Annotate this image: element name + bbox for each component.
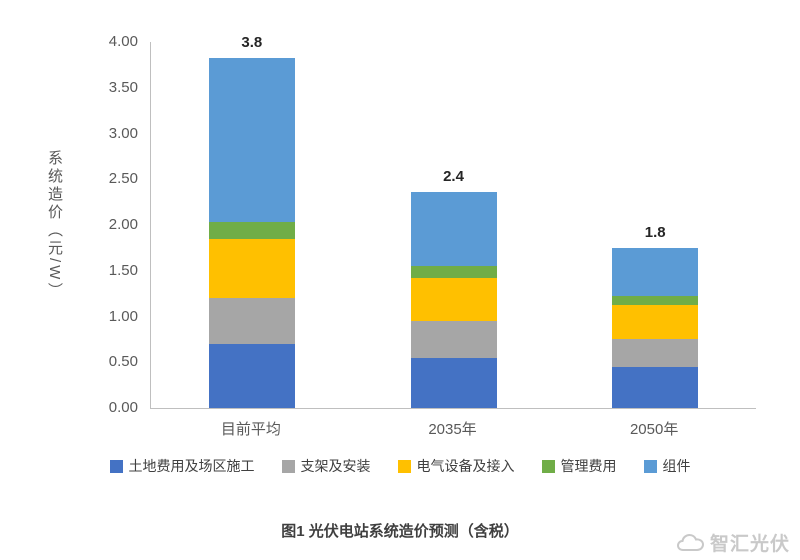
x-axis-category-label: 2050年: [629, 421, 679, 438]
y-tick-label: 2.00: [108, 216, 138, 233]
y-tick-label: 1.50: [108, 261, 138, 279]
legend-label: 管理费用: [560, 458, 617, 474]
legend-item: 电气设备及接入: [397, 456, 515, 476]
legend-item: 支架及安装: [281, 456, 371, 476]
bar-segment: [612, 304, 699, 340]
watermark: 智汇光伏: [676, 529, 790, 556]
y-tick-label: 4.00: [108, 33, 138, 50]
legend-item: 管理费用: [541, 456, 617, 476]
legend-swatch-icon: [109, 459, 123, 473]
legend-swatch-icon: [397, 459, 411, 473]
bar-segment: [410, 321, 497, 358]
stacked-bar: [208, 57, 295, 408]
legend-label: 组件: [662, 458, 691, 474]
bar-total-label: 2.4: [443, 168, 464, 186]
legend-item: 组件: [643, 456, 691, 476]
stacked-bar: [410, 192, 497, 408]
legend-swatch-icon: [541, 459, 555, 473]
bar-segment: [612, 366, 699, 408]
bar-total-label: 3.8: [241, 33, 263, 51]
legend-item: 土地费用及场区施工: [109, 456, 255, 476]
x-axis-category-label: 目前平均: [220, 421, 281, 438]
bar-segment: [612, 247, 699, 297]
y-tick-label: 3.50: [108, 78, 138, 96]
y-axis-title: 系统造价（元/W）: [46, 149, 63, 301]
legend-label: 电气设备及接入: [416, 458, 515, 474]
x-axis-labels: 目前平均 2035年 2050年: [0, 418, 800, 440]
bar-segment: [410, 266, 497, 279]
chart-caption: 图1 光伏电站系统造价预测（含税）: [281, 523, 519, 540]
y-tick-label: 1.00: [108, 307, 138, 325]
bar-segment: [612, 339, 699, 367]
legend-swatch-icon: [643, 459, 657, 473]
bar-segment: [208, 298, 295, 344]
bar-segment: [410, 278, 497, 322]
legend-swatch-icon: [281, 459, 295, 473]
y-tick-label: 0.50: [108, 353, 138, 371]
y-tick-label: 3.00: [108, 124, 138, 142]
x-axis-category-label: 2035年: [428, 421, 477, 438]
bar-segment: [208, 57, 295, 223]
bar-segment: [208, 343, 295, 408]
bar-segment: [208, 222, 295, 239]
bar-segment: [410, 192, 497, 267]
plot-area: 3.8 2.4 1.8: [150, 34, 756, 409]
bar-total-label: 1.8: [644, 223, 666, 241]
y-axis-tick-labels: 0.00 0.50 1.00 1.50 2.00 2.50 3.00 3.50 4.00: [0, 34, 138, 416]
bar-segment: [208, 238, 295, 299]
legend: 土地费用及场区施工 支架及安装 电气设备及接入 管理费用 组件: [0, 456, 800, 476]
legend-label: 支架及安装: [300, 458, 371, 474]
y-tick-label: 2.50: [108, 170, 138, 188]
stacked-bar: [612, 247, 699, 408]
bar-segment: [410, 357, 497, 408]
y-tick-label: 0.00: [108, 399, 138, 416]
bar-segment: [612, 296, 699, 305]
cloud-logo-icon: [676, 532, 706, 554]
watermark-text: 智汇光伏: [709, 534, 790, 555]
legend-label: 土地费用及场区施工: [128, 458, 255, 474]
